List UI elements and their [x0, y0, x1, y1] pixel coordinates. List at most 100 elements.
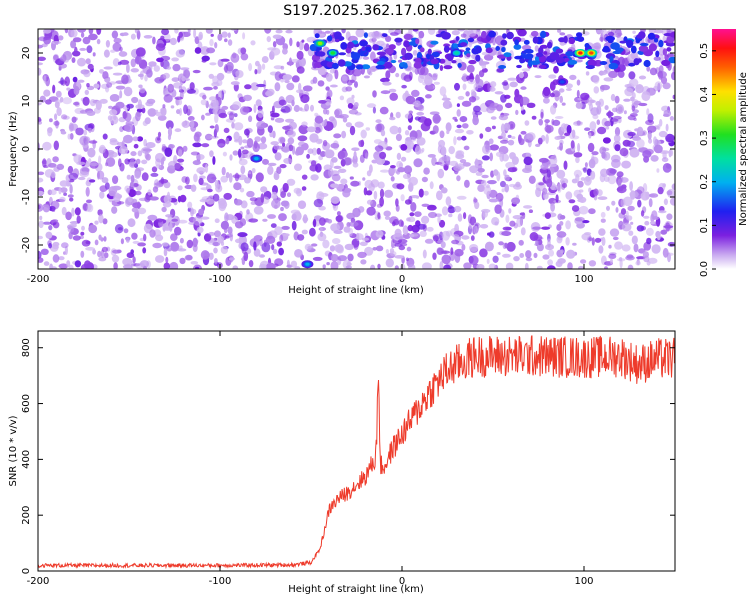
heatmap-cell — [639, 42, 649, 47]
heatmap-cell — [525, 250, 532, 259]
line-x-tick-label: 0 — [399, 576, 405, 587]
heatmap-cell — [324, 149, 335, 159]
heatmap-cell — [375, 119, 382, 124]
heatmap-cell — [370, 264, 376, 269]
heatmap-cell — [576, 32, 583, 38]
heatmap-cell — [519, 96, 530, 106]
heatmap-cell — [518, 134, 522, 144]
heatmap-cell — [267, 162, 277, 167]
heatmap-cell — [79, 135, 89, 146]
heatmap-cell — [662, 183, 666, 188]
heatmap-cell — [205, 134, 212, 140]
heatmap-cell — [134, 170, 141, 179]
heatmap-cell — [289, 57, 292, 67]
heatmap-cell — [475, 54, 481, 62]
heatmap-cell — [171, 77, 180, 82]
heatmap-cell — [406, 217, 411, 222]
heatmap-cell — [518, 239, 524, 246]
heatmap-cell — [500, 123, 505, 134]
heatmap-cell — [380, 77, 390, 83]
heatmap-cell — [653, 38, 659, 43]
heatmap-cell — [72, 235, 81, 241]
heatmap-cell — [214, 258, 218, 264]
heatmap-cell — [149, 229, 156, 238]
heatmap-cell — [224, 38, 228, 43]
heatmap-cell — [611, 107, 618, 113]
heatmap-cell — [359, 241, 368, 247]
heatmap-cell — [345, 122, 352, 128]
heatmap-cell — [317, 80, 325, 87]
heatmap-cell — [187, 89, 196, 94]
heatmap-cell — [143, 233, 147, 242]
heatmap-cell — [394, 265, 399, 269]
heatmap-cell — [178, 245, 183, 250]
heatmap-cell — [220, 175, 228, 183]
heatmap-cell — [629, 181, 633, 191]
heatmap-cell — [486, 258, 490, 264]
heatmap-cell — [274, 82, 281, 92]
heatmap-cell — [541, 226, 551, 230]
heatmap-cell — [300, 94, 310, 104]
heatmap-cell — [103, 49, 110, 58]
heatmap-cell — [314, 33, 320, 39]
heatmap-cell — [77, 57, 86, 67]
heatmap-cell — [553, 65, 559, 74]
heatmap-cell — [649, 67, 658, 76]
heatmap-cell — [501, 46, 506, 53]
heatmap-cell — [209, 39, 214, 47]
heatmap-cell — [261, 242, 271, 253]
heatmap-cell — [267, 214, 276, 219]
heatmap-cell — [45, 99, 52, 105]
heatmap-cell — [113, 192, 121, 203]
heatmap-cell — [86, 83, 90, 88]
heatmap-cell — [270, 112, 280, 118]
heatmap-cell — [663, 198, 669, 206]
heatmap-cell — [566, 124, 572, 135]
heatmap-cell — [248, 171, 252, 175]
heatmap-cell — [548, 163, 557, 167]
heatmap-cell — [627, 205, 635, 212]
heatmap-cell — [291, 220, 297, 231]
heatmap-cell — [217, 33, 223, 41]
heatmap-cell — [638, 45, 649, 52]
heatmap-cell — [118, 158, 122, 168]
heatmap-cell — [129, 158, 135, 167]
heatmap-cell — [501, 81, 509, 86]
heatmap-cell — [477, 168, 485, 173]
heatmap-cell — [511, 136, 516, 140]
heatmap-cell — [489, 144, 499, 151]
heatmap-cell — [254, 69, 258, 75]
heatmap-cell — [334, 109, 340, 116]
heatmap-cell — [176, 109, 181, 115]
heatmap-cell — [439, 86, 447, 97]
heatmap-cell — [559, 221, 564, 226]
heatmap-cell — [212, 75, 219, 85]
heatmap-cell — [121, 74, 129, 85]
heatmap-cell — [453, 205, 462, 213]
line-x-tick-label: -100 — [209, 576, 232, 587]
heatmap-cell — [560, 123, 567, 132]
heatmap-cell — [280, 65, 285, 70]
heatmap-cell — [454, 128, 465, 134]
heatmap-cell — [155, 255, 165, 263]
heatmap-cell — [96, 38, 101, 45]
heatmap-cell — [125, 237, 130, 243]
heatmap-cell — [141, 172, 149, 182]
heatmap-cell — [282, 48, 288, 55]
heatmap-cell — [362, 56, 370, 60]
heatmap-cell — [635, 84, 644, 94]
heatmap-y-tick-label: 10 — [21, 95, 32, 108]
heatmap-cell — [312, 218, 317, 228]
heatmap-cell — [439, 130, 445, 139]
heatmap-cell — [423, 167, 430, 175]
heatmap-cell — [234, 199, 243, 206]
heatmap-cell — [377, 263, 381, 269]
heatmap-cell — [209, 125, 215, 129]
heatmap-cell — [520, 86, 527, 90]
heatmap-cell — [132, 136, 139, 142]
heatmap-cell — [610, 93, 616, 102]
heatmap-cell — [351, 52, 361, 60]
heatmap-cell — [610, 42, 620, 50]
heatmap-cell — [389, 92, 399, 101]
